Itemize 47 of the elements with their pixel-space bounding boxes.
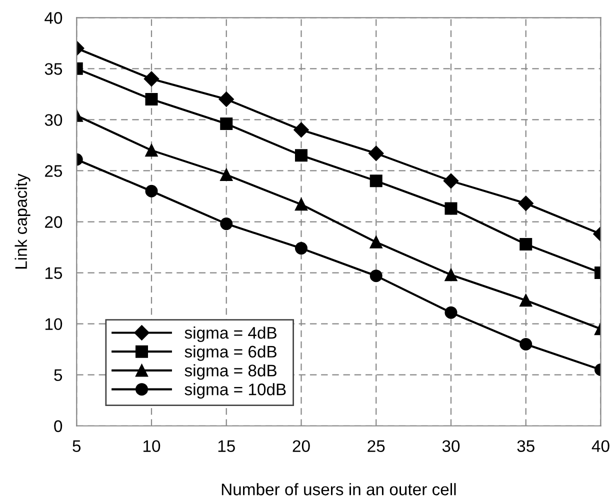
y-tick-label: 10 bbox=[45, 318, 62, 330]
y-tick-label: 30 bbox=[44, 114, 62, 126]
x-tick-label: 40 bbox=[592, 440, 610, 452]
point bbox=[145, 144, 158, 157]
point bbox=[370, 236, 382, 248]
point bbox=[368, 146, 384, 161]
point bbox=[144, 71, 160, 86]
point bbox=[518, 196, 534, 211]
y-tick-label: 35 bbox=[44, 63, 62, 75]
point bbox=[520, 294, 532, 307]
point bbox=[520, 238, 532, 250]
point bbox=[444, 268, 458, 282]
y-tick-label: 40 bbox=[44, 12, 62, 24]
point bbox=[370, 270, 382, 282]
point bbox=[294, 149, 308, 162]
point bbox=[220, 168, 233, 182]
y-tick-label: 0 bbox=[54, 420, 62, 432]
x-tick-label: 5 bbox=[72, 440, 81, 452]
point bbox=[443, 173, 459, 189]
y-tick-label: 25 bbox=[45, 165, 62, 177]
point bbox=[294, 122, 309, 138]
x-tick-label: 35 bbox=[517, 440, 534, 452]
point bbox=[294, 242, 308, 255]
point bbox=[370, 174, 382, 188]
point bbox=[444, 202, 458, 215]
y-tick-label: 5 bbox=[54, 369, 62, 382]
x-tick-label: 10 bbox=[144, 440, 160, 452]
point bbox=[220, 118, 233, 130]
point bbox=[220, 218, 233, 230]
x-tick-label: 20 bbox=[292, 440, 310, 452]
x-tick-label: 30 bbox=[442, 440, 460, 452]
point bbox=[444, 306, 458, 319]
y-axis-title: Link capacity bbox=[14, 174, 30, 269]
legend-label: sigma = 4dB bbox=[184, 326, 276, 342]
x-tick-label: 15 bbox=[218, 440, 235, 452]
y-tick-label: 20 bbox=[45, 216, 62, 228]
point bbox=[145, 184, 158, 198]
y-tick-label: 15 bbox=[45, 267, 62, 279]
point bbox=[294, 198, 308, 211]
legend-label: sigma = 8dB bbox=[184, 364, 276, 380]
x-tick-label: 25 bbox=[368, 440, 385, 452]
point bbox=[218, 92, 234, 107]
x-axis-title: Number of users in an outer cell bbox=[222, 483, 456, 496]
legend-label: sigma = 6dB bbox=[184, 345, 276, 361]
legend-label: sigma = 10dB bbox=[184, 383, 286, 399]
point bbox=[145, 93, 158, 106]
point bbox=[520, 338, 532, 350]
